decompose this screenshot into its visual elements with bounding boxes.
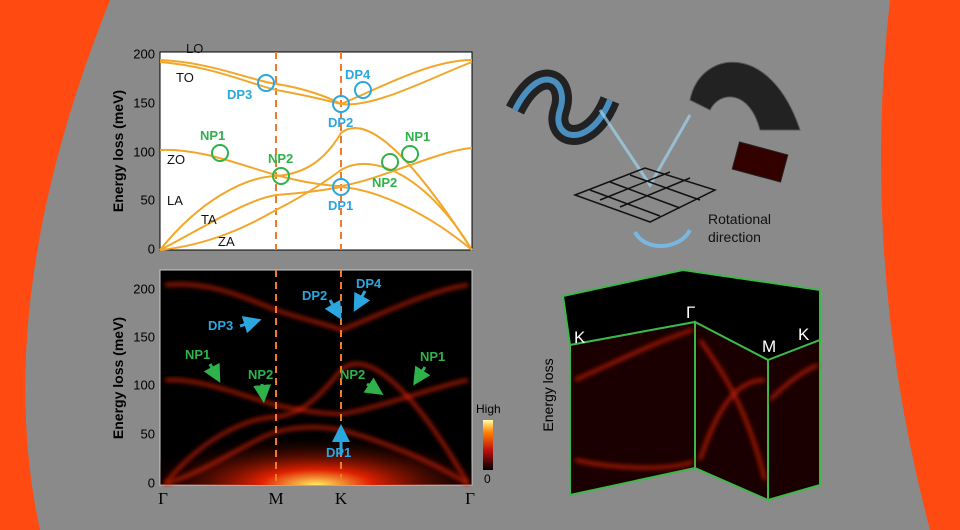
detector: [731, 141, 789, 183]
np-label: NP1: [200, 128, 225, 143]
dp-circle: [257, 74, 275, 92]
branch-label: TA: [201, 212, 217, 227]
y-tick-label: 50: [141, 192, 155, 207]
dp-label: DP4: [345, 67, 371, 82]
to-curve: [159, 61, 473, 106]
volume-point: Γ: [686, 303, 695, 322]
y-tick-label: 0: [148, 475, 155, 490]
y-tick-label: 100: [133, 377, 155, 392]
graphene: [572, 167, 718, 223]
dispersion-panel: 200 150 100 50 0 Energy loss (meV) LO TO…: [110, 41, 473, 256]
volume-face: [569, 320, 696, 497]
volume-point: K: [798, 325, 810, 344]
ta-curve: [159, 185, 473, 251]
map-branch: [164, 282, 469, 332]
beam: [598, 109, 692, 188]
schematic-label: Rotational: [708, 211, 771, 227]
x-tick-label: K: [335, 489, 348, 508]
dp-label: DP4: [356, 276, 382, 291]
np-label: NP1: [405, 129, 430, 144]
schematic: Rotational direction: [506, 61, 801, 248]
la-curve: [159, 127, 473, 251]
np-label: NP1: [420, 349, 445, 364]
x-tick-label: M: [268, 489, 283, 508]
colorbar-label: 0: [484, 472, 491, 486]
lo-curve: [159, 59, 473, 106]
dp-circle: [354, 81, 372, 99]
beam-path: [512, 76, 613, 138]
arrow: [203, 362, 221, 383]
arrow: [413, 365, 431, 386]
volume-axis-label: Energy loss: [540, 358, 556, 431]
arrow: [353, 290, 371, 312]
graphene-lattice: [589, 171, 701, 217]
y-axis-label: Energy loss (meV): [110, 90, 126, 212]
np-label: NP2: [340, 367, 365, 382]
branch-label: TO: [176, 70, 194, 85]
y-tick-label: 150: [133, 329, 155, 344]
schematic-label: direction: [708, 229, 761, 245]
np-label: NP2: [372, 175, 397, 190]
dp-label: DP1: [326, 445, 351, 460]
branch-label: ZA: [218, 234, 235, 249]
branch-label: ZO: [167, 152, 185, 167]
zo-curve: [159, 147, 473, 188]
np-circle: [272, 167, 290, 185]
volume-face: [767, 338, 821, 502]
dp-circle: [332, 95, 350, 113]
y-tick-label: 50: [141, 426, 155, 441]
colorbar-label: High: [476, 402, 501, 416]
np-circle: [401, 145, 419, 163]
arrow: [253, 383, 272, 403]
x-tick-label: Γ: [465, 489, 475, 508]
volume-panel: K Γ M K Energy loss: [540, 268, 821, 502]
dp-circle: [332, 178, 350, 196]
map-branch: [164, 378, 469, 416]
colorbar: [483, 420, 493, 470]
map-branch: [163, 362, 470, 485]
map-glow: [160, 400, 472, 485]
y-tick-label: 200: [133, 281, 155, 296]
y-tick-label: 150: [133, 95, 155, 110]
eels-panel: High 0 200 150 100 50 0 Energy loss (meV…: [110, 269, 501, 508]
np-circle: [211, 144, 229, 162]
arrow: [239, 316, 262, 334]
rotation-arrow: [633, 228, 692, 248]
arrow: [324, 299, 342, 320]
np-label: NP1: [185, 347, 210, 362]
branch-label: LO: [186, 41, 203, 56]
np-label: NP2: [248, 367, 273, 382]
arrow: [363, 377, 384, 395]
volume-point: K: [574, 328, 586, 347]
np-circle: [381, 153, 399, 171]
y-axis-label: Energy loss (meV): [110, 317, 126, 439]
branch-label: LA: [167, 193, 183, 208]
y-tick-label: 100: [133, 144, 155, 159]
dp-label: DP3: [208, 318, 233, 333]
y-tick-label: 200: [133, 46, 155, 61]
dp-label: DP2: [302, 288, 327, 303]
volume-point: M: [762, 337, 776, 356]
dp-label: DP1: [328, 198, 353, 213]
map-branch: [164, 425, 469, 486]
y-tick-label: 0: [148, 241, 155, 256]
za-curve: [159, 162, 473, 251]
x-tick-label: Γ: [158, 489, 168, 508]
volume-branch: [574, 328, 819, 481]
monochromator: [689, 61, 801, 131]
np-label: NP2: [268, 151, 293, 166]
dp-label: DP2: [328, 115, 353, 130]
dp-label: DP3: [227, 87, 252, 102]
